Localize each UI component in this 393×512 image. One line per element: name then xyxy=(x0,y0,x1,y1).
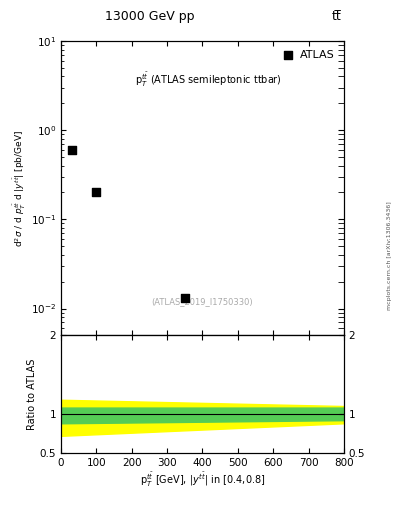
Y-axis label: Ratio to ATLAS: Ratio to ATLAS xyxy=(27,358,37,430)
Text: tt̅: tt̅ xyxy=(332,10,342,23)
Text: p$_{T}^{t\bar{t}}$ (ATLAS semileptonic ttbar): p$_{T}^{t\bar{t}}$ (ATLAS semileptonic t… xyxy=(134,70,281,89)
Legend: ATLAS: ATLAS xyxy=(281,47,338,63)
Text: mcplots.cern.ch [arXiv:1306.3436]: mcplots.cern.ch [arXiv:1306.3436] xyxy=(387,202,392,310)
ATLAS xyxy=(68,146,75,154)
ATLAS xyxy=(182,294,188,303)
Text: (ATLAS_2019_I1750330): (ATLAS_2019_I1750330) xyxy=(152,297,253,306)
ATLAS xyxy=(93,188,99,197)
Text: 13000 GeV pp: 13000 GeV pp xyxy=(105,10,194,23)
Y-axis label: d$^{2}\sigma$ / d $p_{T}^{t\bar{t}}$ d $|y^{t\bar{t}}|$ [pb/GeV]: d$^{2}\sigma$ / d $p_{T}^{t\bar{t}}$ d $… xyxy=(12,130,28,247)
X-axis label: p$_{T}^{t\bar{t}}$ [GeV], $|y^{t\bar{t}}|$ in [0.4,0.8]: p$_{T}^{t\bar{t}}$ [GeV], $|y^{t\bar{t}}… xyxy=(140,471,265,489)
